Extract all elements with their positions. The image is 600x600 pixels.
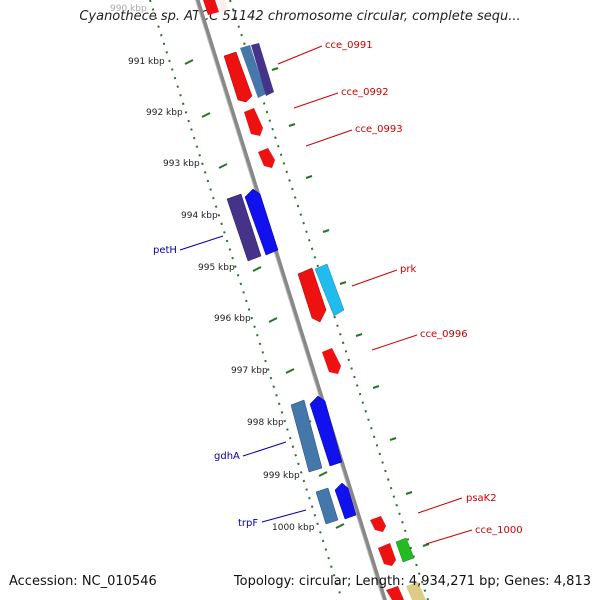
gene-prk-cyan [314,263,345,317]
gene-trpF-blue [334,482,357,520]
outer-tick-marks [271,67,430,547]
gene-bottom-tan [406,582,426,600]
tick-label-998: 998 kbp [247,418,284,428]
gene-cce-0991-red [223,51,253,103]
accession-label: Accession: NC_010546 [9,574,157,589]
gene-cce-0991-steelblue [240,45,266,98]
gene-label-cce-0993: cce_0993 [355,124,403,135]
gene-prk-red [297,267,327,323]
gene-label-prk: prk [400,264,416,275]
gene-psaK2 [370,516,386,532]
gene-bottom-red [386,586,404,600]
gene-label-psaK2: psaK2 [466,493,497,504]
gene-trpF-steelblue [315,487,339,525]
gene-label-trpF: trpF [238,518,258,529]
gene-petH-blue [244,188,279,256]
tick-label-999: 999 kbp [263,471,300,481]
gene-label-petH: petH [153,245,177,256]
gene-label-cce-1000: cce_1000 [475,525,523,536]
tick-label-992: 992 kbp [146,108,183,118]
gene-partial-top-red [203,0,219,15]
gene-gdhA-steelblue [290,399,323,473]
gene-label-gdhA: gdhA [214,451,240,462]
tick-label-997: 997 kbp [231,366,268,376]
chromosome-backbone [195,0,387,600]
tick-label-996: 996 kbp [214,314,251,324]
gene-cce-0992 [244,108,263,136]
gene-cce-1000-green [395,537,415,563]
tick-label-990: 990 kbp [110,4,147,14]
gene-label-cce-0992: cce_0992 [341,87,389,98]
gene-petH-darkblue [226,193,262,262]
gene-cce-1000-red [378,543,396,566]
gene-cce-0996 [322,348,341,374]
tick-label-1000: 1000 kbp [272,523,315,533]
genome-summary-label: Topology: circular; Length: 4,934,271 bp… [233,574,591,589]
tick-label-995: 995 kbp [198,263,235,273]
gene-label-cce-0996: cce_0996 [420,329,468,340]
tick-label-994: 994 kbp [181,211,218,221]
gene-cce-0991-darkblue [251,43,274,96]
forward-leader-lines [277,45,473,545]
reverse-leader-lines [179,235,307,523]
map-title: Cyanothece sp. ATCC 51142 chromosome cir… [79,9,521,24]
gene-cce-0993 [258,148,275,168]
tick-label-993: 993 kbp [163,159,200,169]
tick-label-991: 991 kbp [128,57,165,67]
gene-partial-top-white [217,0,228,12]
gene-label-cce-0991: cce_0991 [325,40,373,51]
gene-gdhA-blue [309,395,343,467]
